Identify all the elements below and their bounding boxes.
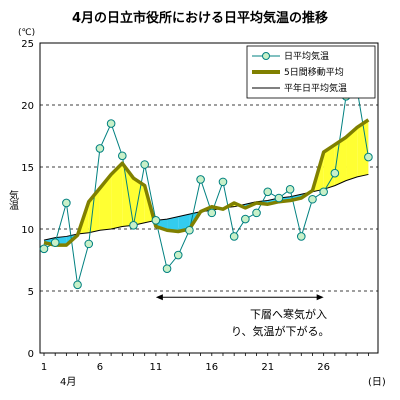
plot-frame bbox=[39, 42, 379, 354]
daily-temp-marker bbox=[364, 152, 373, 162]
daily-temp-marker bbox=[308, 194, 317, 204]
daily-temp-marker bbox=[229, 232, 239, 241]
x-tick-label: 26 bbox=[317, 362, 330, 373]
daily-temp-marker bbox=[62, 198, 71, 208]
y-unit-label: (℃) bbox=[18, 28, 35, 38]
daily-temp-marker bbox=[162, 264, 172, 273]
daily-temp-marker bbox=[140, 160, 149, 169]
x-tick-label: 16 bbox=[205, 362, 218, 373]
daily-temp-marker bbox=[241, 214, 250, 224]
deviation-fill-segment bbox=[357, 119, 369, 177]
x-tick-label: 1 bbox=[41, 362, 47, 373]
daily-temp-marker bbox=[218, 177, 228, 187]
x-tick-label: 11 bbox=[149, 362, 162, 373]
annotation-text-line2: り、気温が下がる。 bbox=[231, 324, 330, 338]
daily-temp-marker bbox=[84, 239, 94, 249]
daily-temp-marker bbox=[274, 193, 284, 203]
chart-title: 4月の日立市役所における日平均気温の推移 bbox=[72, 10, 328, 26]
y-tick-label: 15 bbox=[21, 163, 34, 174]
daily-temp-marker bbox=[319, 187, 328, 197]
y-tick-label: 5 bbox=[28, 287, 34, 298]
y-tick-label: 10 bbox=[21, 225, 34, 236]
y-axis-label: 気温 bbox=[7, 189, 19, 210]
daily-temp-marker bbox=[39, 244, 49, 254]
annotation-arrow-right bbox=[316, 294, 324, 301]
deviation-fill-segment bbox=[167, 216, 179, 232]
deviation-fills bbox=[44, 119, 369, 246]
annotation-text-line1: 下層へ寒気が入 bbox=[250, 307, 327, 321]
daily-temp-marker bbox=[330, 168, 340, 178]
deviation-fill-segment bbox=[99, 174, 112, 231]
annotation: 下層へ寒気が入 り、気温が下がる。 bbox=[155, 294, 330, 338]
daily-temp-marker bbox=[50, 238, 60, 247]
daily-temp-marker bbox=[95, 144, 105, 153]
daily-temp-marker bbox=[129, 220, 138, 230]
daily-temp-marker bbox=[151, 216, 161, 225]
x-tick-label: 6 bbox=[97, 362, 103, 373]
daily-temp-marker bbox=[296, 232, 306, 241]
x-unit-label: (日) bbox=[368, 377, 386, 388]
y-tick-label: 25 bbox=[21, 39, 34, 50]
daily-temp-marker bbox=[252, 208, 261, 218]
annotation-arrow-left bbox=[155, 294, 163, 301]
daily-temp-marker bbox=[106, 119, 116, 128]
series-line-moving-average bbox=[43, 118, 370, 247]
legend-normal-label: 平年日平均気温 bbox=[284, 82, 347, 94]
legend-daily-label: 日平均気温 bbox=[284, 50, 329, 62]
daily-temp-marker bbox=[196, 175, 205, 184]
daily-temp-marker bbox=[73, 280, 82, 290]
daily-temp-marker bbox=[207, 208, 217, 218]
deviation-fill-segment bbox=[346, 127, 358, 181]
x-tick-label: 21 bbox=[261, 362, 274, 373]
daily-temp-marker bbox=[285, 185, 295, 194]
daily-temp-marker bbox=[263, 187, 273, 197]
legend-moving-avg-label: 5日間移動平均 bbox=[284, 66, 344, 78]
y-tick-label: 0 bbox=[28, 349, 34, 360]
y-tick-label: 20 bbox=[21, 101, 34, 112]
legend: 日平均気温 5日間移動平均 平年日平均気温 bbox=[246, 45, 376, 99]
x-month-label: 4月 bbox=[60, 376, 76, 388]
deviation-fill-segment bbox=[111, 163, 123, 229]
deviation-fill-segment bbox=[133, 178, 145, 226]
legend-daily-marker bbox=[262, 52, 270, 60]
daily-temp-marker bbox=[173, 250, 183, 260]
daily-temp-marker bbox=[185, 225, 194, 235]
daily-temp-marker bbox=[118, 151, 127, 161]
